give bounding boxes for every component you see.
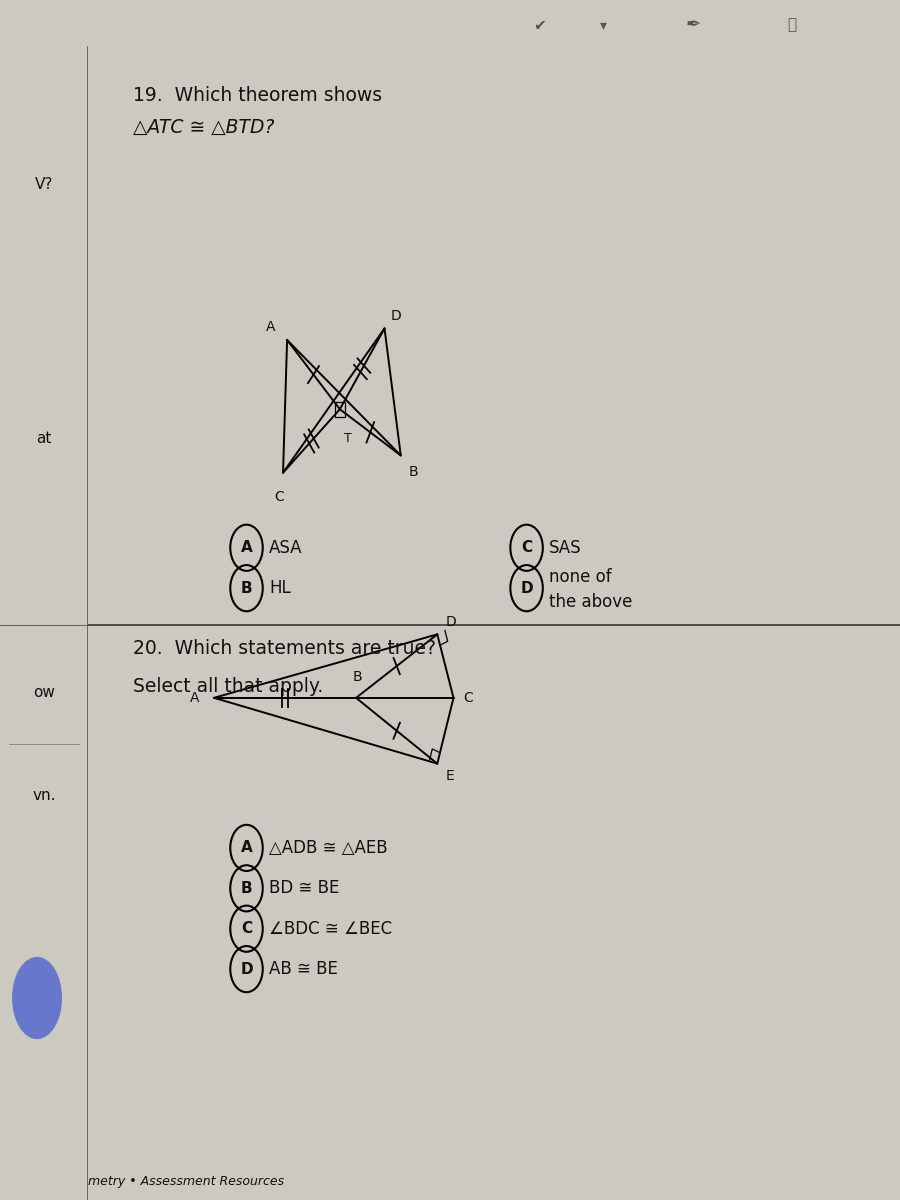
Text: ▾: ▾ [599, 18, 607, 32]
Text: none of: none of [549, 568, 612, 586]
Text: A: A [266, 320, 274, 334]
Text: B: B [353, 670, 363, 684]
Text: A: A [240, 840, 252, 856]
Text: Select all that apply.: Select all that apply. [133, 677, 323, 696]
Text: 20.  Which statements are true?: 20. Which statements are true? [133, 638, 436, 658]
Text: ASA: ASA [269, 539, 302, 557]
Text: E: E [446, 769, 454, 784]
Text: C: C [241, 922, 252, 936]
Text: BD ≅ BE: BD ≅ BE [269, 880, 339, 898]
Text: D: D [446, 614, 456, 629]
Text: B: B [240, 581, 252, 595]
Text: AB ≅ BE: AB ≅ BE [269, 960, 338, 978]
Text: C: C [521, 540, 532, 556]
Text: SAS: SAS [549, 539, 582, 557]
Text: D: D [391, 308, 401, 323]
Text: T: T [344, 432, 352, 445]
Text: at: at [36, 431, 52, 445]
Text: B: B [240, 881, 252, 896]
Text: A: A [240, 540, 252, 556]
Text: B: B [409, 464, 419, 479]
Text: V?: V? [35, 176, 53, 192]
Text: ow: ow [33, 684, 55, 700]
Text: ✔: ✔ [534, 18, 546, 32]
Text: ∠BDC ≅ ∠BEC: ∠BDC ≅ ∠BEC [269, 919, 392, 937]
Text: HL: HL [269, 580, 291, 598]
Text: ⬜: ⬜ [788, 18, 796, 32]
Text: metry • Assessment Resources: metry • Assessment Resources [88, 1176, 284, 1188]
Text: D: D [520, 581, 533, 595]
Text: vn.: vn. [32, 788, 56, 804]
Text: △ATC ≅ △BTD?: △ATC ≅ △BTD? [133, 119, 274, 137]
Text: C: C [464, 691, 473, 704]
Text: 19.  Which theorem shows: 19. Which theorem shows [133, 86, 382, 106]
Text: the above: the above [549, 593, 633, 611]
Ellipse shape [13, 958, 61, 1038]
Text: A: A [190, 691, 200, 704]
Text: ✒: ✒ [686, 16, 700, 34]
Text: △ADB ≅ △AEB: △ADB ≅ △AEB [269, 839, 388, 857]
Text: C: C [274, 490, 284, 504]
Text: D: D [240, 961, 253, 977]
